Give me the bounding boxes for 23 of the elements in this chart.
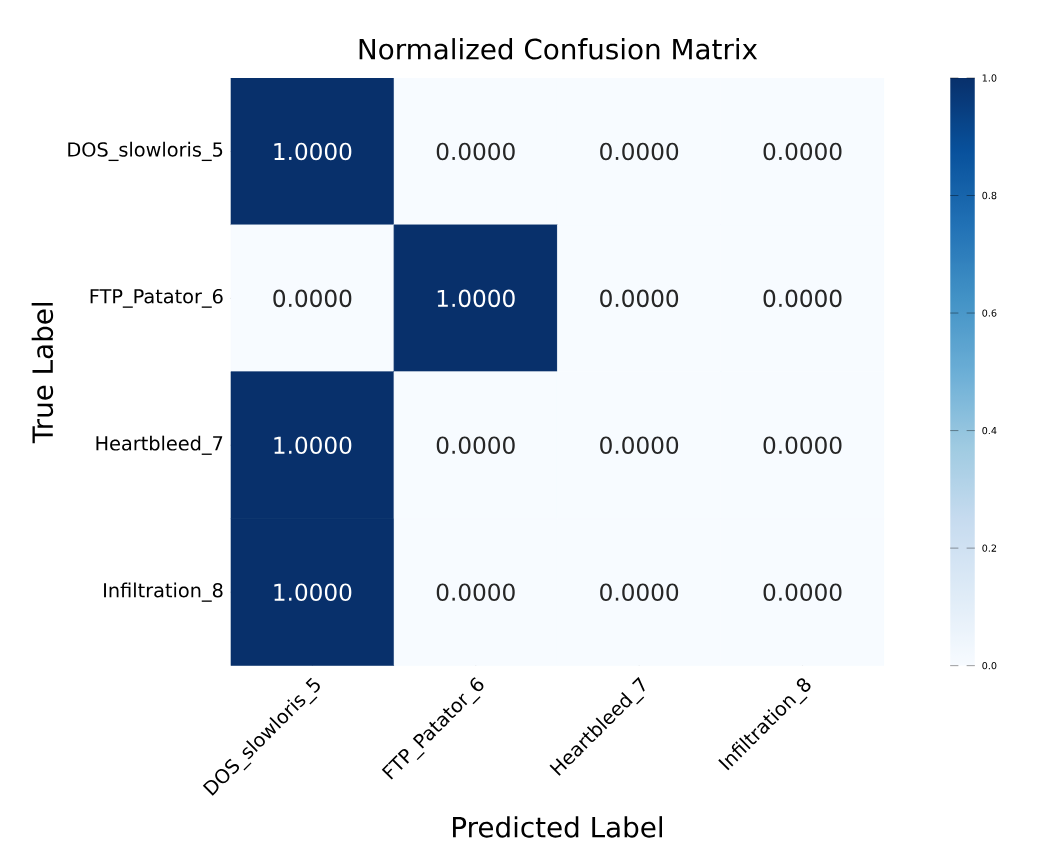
y-tick-label: FTP_Patator_6	[90, 288, 223, 308]
data-label: 1.0000	[274, 142, 352, 161]
data-label: 0.0000	[600, 583, 679, 602]
data-label: 1.0000	[437, 289, 515, 308]
data-label: 0.0000	[763, 436, 842, 455]
y-tick-label: Heartbleed_7	[96, 435, 223, 455]
data-label: 0.0000	[436, 583, 515, 602]
y-tick-label: Infiltration_8	[104, 582, 223, 602]
data-label: 0.0000	[763, 583, 842, 602]
chart-title: Normalized Confusion Matrix	[359, 38, 758, 60]
data-label: 0.0000	[436, 142, 515, 161]
data-label: 0.0000	[273, 289, 352, 308]
x-axis-title: Predicted Label	[453, 816, 662, 838]
data-label: 0.0000	[763, 289, 842, 308]
data-label: 0.0000	[763, 142, 842, 161]
data-label: 0.0000	[600, 436, 679, 455]
data-label: 0.0000	[600, 142, 679, 161]
data-label: 0.0000	[436, 436, 515, 455]
data-label: 0.0000	[600, 289, 679, 308]
y-tick-label: DOS_slowloris_5	[68, 141, 223, 162]
data-label: 1.0000	[274, 583, 352, 602]
data-label: 1.0000	[274, 436, 352, 455]
y-axis-title: True Label	[31, 303, 54, 444]
